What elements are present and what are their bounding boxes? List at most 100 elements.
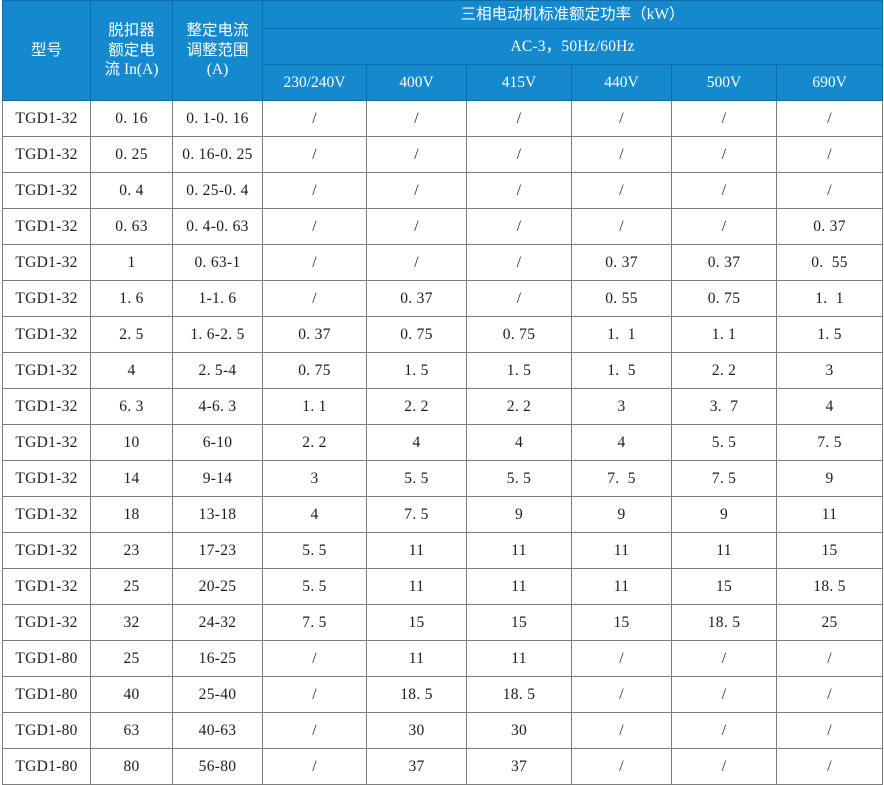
cell-setting-range: 0. 4-0. 63 <box>172 208 263 245</box>
cell-power-690: 3 <box>775 352 884 389</box>
cell-rated-current: 0. 4 <box>90 172 173 209</box>
cell-setting-range: 0. 16-0. 25 <box>172 136 263 173</box>
header-rated-current: 脱扣器 额定电 流 In(A) <box>90 0 173 101</box>
cell-power-230-240: / <box>262 676 367 713</box>
cell-rated-current: 0. 63 <box>90 208 173 245</box>
cell-power-440: 9 <box>571 496 672 533</box>
cell-power-500: 1. 1 <box>671 316 777 353</box>
table-row: TGD1-32 0. 4 0. 25-0. 4// / / / / <box>2 172 884 209</box>
cell-power-440: 0. 55 <box>571 280 672 317</box>
cell-setting-range: 4-6. 3 <box>172 388 263 425</box>
table-row: TGD1-80 25 16-25/11 11// / <box>2 640 884 677</box>
cell-power-415: 0. 75 <box>466 316 572 353</box>
cell-power-415: 11 <box>466 532 572 569</box>
cell-power-440: 3 <box>571 388 672 425</box>
cell-power-440: 7. 5 <box>571 460 672 497</box>
cell-setting-range: 20-25 <box>172 568 263 605</box>
cell-model: TGD1-80 <box>2 712 91 749</box>
cell-setting-range: 0. 63-1 <box>172 244 263 281</box>
cell-setting-range: 0. 25-0. 4 <box>172 172 263 209</box>
cell-model: TGD1-32 <box>2 424 91 461</box>
cell-power-440: / <box>571 640 672 677</box>
cell-model: TGD1-32 <box>2 460 91 497</box>
cell-power-440: 11 <box>571 568 672 605</box>
header-group-title: 三相电动机标准额定功率（kW） <box>261 0 884 29</box>
cell-power-440: 11 <box>571 532 672 569</box>
table-row: TGD1-32 1. 6 1-1. 6/0. 37/0. 55 0. 75 1. 1 <box>2 280 884 317</box>
cell-power-230-240: 2. 2 <box>262 424 367 461</box>
header-voltage-415: 415V <box>466 64 572 101</box>
cell-rated-current: 2. 5 <box>90 316 173 353</box>
cell-power-415: / <box>466 172 572 209</box>
cell-power-500: 18. 5 <box>671 604 777 641</box>
cell-power-690: 7. 5 <box>775 424 884 461</box>
cell-power-440: 0. 37 <box>571 244 672 281</box>
header-group-subtitle: AC-3，50Hz/60Hz <box>261 28 884 65</box>
header-rated-current-line1: 脱扣器 <box>108 21 155 39</box>
cell-power-690: 4 <box>775 388 884 425</box>
cell-model: TGD1-32 <box>2 244 91 281</box>
table-row: TGD1-32 23 17-23 5. 5 11 11 11 11 15 <box>2 532 884 569</box>
cell-power-415: 11 <box>466 568 572 605</box>
cell-power-500: / <box>671 172 777 209</box>
cell-power-400: 15 <box>366 604 467 641</box>
cell-power-500: 9 <box>671 496 777 533</box>
cell-rated-current: 80 <box>90 748 173 785</box>
cell-power-400: 37 <box>366 748 467 785</box>
cell-power-500: / <box>671 676 777 713</box>
cell-power-415: / <box>466 136 572 173</box>
cell-power-400: 0. 75 <box>366 316 467 353</box>
cell-power-500: / <box>671 748 777 785</box>
cell-model: TGD1-32 <box>2 352 91 389</box>
cell-power-230-240: 4 <box>262 496 367 533</box>
cell-power-400: / <box>366 244 467 281</box>
cell-power-400: 7. 5 <box>366 496 467 533</box>
cell-power-415: / <box>466 244 572 281</box>
cell-power-440: 1. 1 <box>571 316 672 353</box>
table-row: TGD1-80 40 25-40/18. 5 18. 5// / <box>2 676 884 713</box>
table-row: TGD1-32 0. 25 0. 16-0. 25// / / / / <box>2 136 884 173</box>
cell-power-690: 18. 5 <box>775 568 884 605</box>
cell-rated-current: 10 <box>90 424 173 461</box>
cell-power-400: 11 <box>366 568 467 605</box>
cell-power-230-240: / <box>262 100 367 137</box>
header-setting-range-line1: 整定电流 <box>186 21 249 39</box>
cell-power-500: 5. 5 <box>671 424 777 461</box>
cell-power-440: / <box>571 676 672 713</box>
cell-power-230-240: / <box>262 172 367 209</box>
cell-model: TGD1-80 <box>2 640 91 677</box>
cell-rated-current: 18 <box>90 496 173 533</box>
cell-model: TGD1-32 <box>2 316 91 353</box>
cell-power-500: 3. 7 <box>671 388 777 425</box>
cell-power-415: 9 <box>466 496 572 533</box>
cell-power-690: / <box>775 712 884 749</box>
cell-setting-range: 1. 6-2. 5 <box>172 316 263 353</box>
cell-setting-range: 6-10 <box>172 424 263 461</box>
cell-power-230-240: 1. 1 <box>262 388 367 425</box>
cell-power-440: / <box>571 100 672 137</box>
cell-power-230-240: 0. 75 <box>262 352 367 389</box>
cell-power-415: 30 <box>466 712 572 749</box>
cell-power-440: 1. 5 <box>571 352 672 389</box>
cell-power-500: 15 <box>671 568 777 605</box>
header-row-voltages: 230/240V 400V 415V 440V 500V 690V <box>3 64 884 101</box>
cell-model: TGD1-32 <box>2 100 91 137</box>
table-row: TGD1-32 32 24-32 7. 5 15 15 15 18. 5 25 <box>2 604 884 641</box>
cell-power-230-240: / <box>262 640 367 677</box>
cell-setting-range: 0. 1-0. 16 <box>172 100 263 137</box>
cell-power-400: / <box>366 136 467 173</box>
cell-power-500: / <box>671 100 777 137</box>
cell-rated-current: 23 <box>90 532 173 569</box>
cell-power-440: / <box>571 748 672 785</box>
table-row: TGD1-32 0. 16 0. 1-0. 16// / / / / <box>2 100 884 137</box>
cell-power-415: 4 <box>466 424 572 461</box>
cell-setting-range: 2. 5-4 <box>172 352 263 389</box>
cell-power-415: 11 <box>466 640 572 677</box>
cell-power-230-240: 0. 37 <box>262 316 367 353</box>
cell-model: TGD1-32 <box>2 208 91 245</box>
cell-model: TGD1-32 <box>2 136 91 173</box>
cell-power-415: 37 <box>466 748 572 785</box>
header-voltage-230-240: 230/240V <box>262 64 367 101</box>
cell-power-440: / <box>571 208 672 245</box>
